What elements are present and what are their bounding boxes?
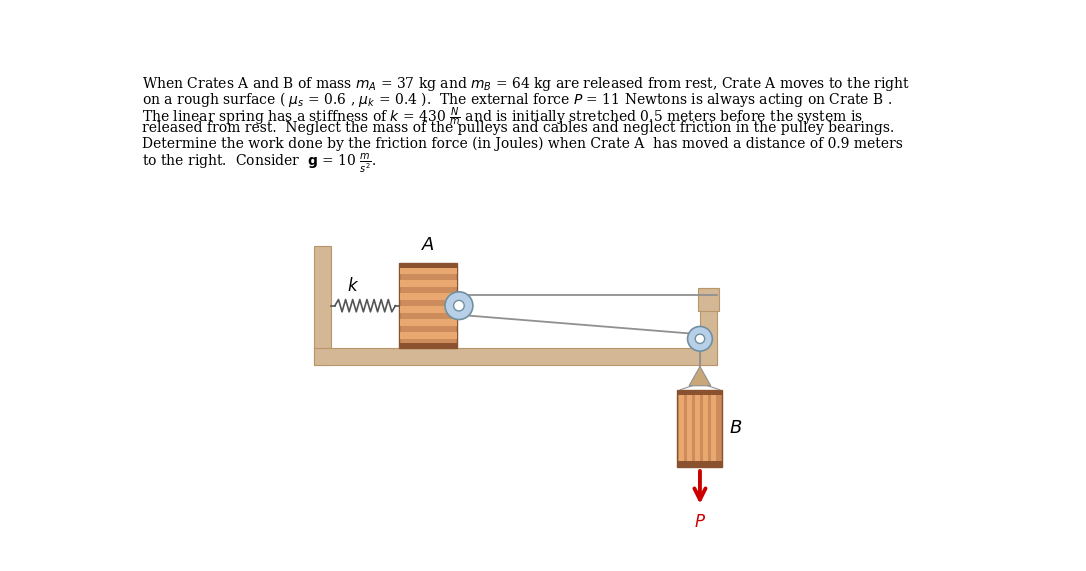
Text: Determine the work done by the friction force (in Joules) when Crate A  has move: Determine the work done by the friction … [142,136,902,151]
Bar [400,319,456,326]
Bar [678,389,722,467]
Text: $k$: $k$ [346,278,358,295]
Bar [678,389,722,395]
Bar [314,348,717,365]
Bar [400,293,456,300]
Bar [400,305,456,313]
Bar [314,246,331,365]
Bar [400,343,457,348]
Bar [400,280,456,287]
Circle shape [687,327,712,351]
Bar [400,267,456,274]
Bar [678,461,722,467]
Text: When Crates A and B of mass $m_A$ = 37 kg and $m_B$ = 64 kg are released from re: When Crates A and B of mass $m_A$ = 37 k… [142,75,910,93]
Bar [695,391,700,466]
Bar [704,391,708,466]
Bar [400,332,456,339]
Bar [698,288,719,311]
Circle shape [695,334,705,344]
Bar [711,391,717,466]
Bar [686,391,692,466]
Text: The linear spring has a stiffness of $k$ = 430 $\frac{N}{m}$ and is initially st: The linear spring has a stiffness of $k$… [142,106,863,128]
Text: $P$: $P$ [694,514,706,532]
Bar [700,288,717,365]
Circle shape [445,292,472,320]
Bar [679,391,683,466]
Text: $B$: $B$ [729,419,742,437]
Circle shape [454,300,464,311]
Text: to the right.  Consider  $\mathbf{g}$ = 10 $\frac{m}{s^2}$.: to the right. Consider $\mathbf{g}$ = 10… [142,152,377,175]
Text: $A$: $A$ [421,236,435,254]
Bar [400,263,457,348]
Text: on a rough surface ( $\mu_s$ = 0.6 , $\mu_k$ = 0.4 ).  The external force $P$ = : on a rough surface ( $\mu_s$ = 0.6 , $\m… [142,90,892,109]
Polygon shape [690,367,711,386]
Text: released from rest.  Neglect the mass of the pulleys and cables and neglect fric: released from rest. Neglect the mass of … [142,121,894,135]
Bar [400,263,457,268]
